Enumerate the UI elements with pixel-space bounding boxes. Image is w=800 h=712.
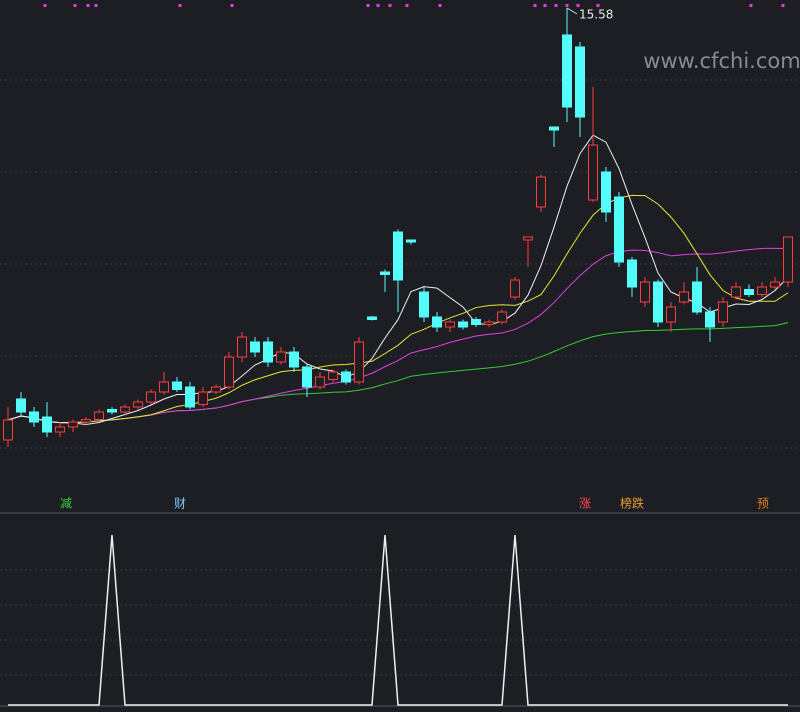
candle-body <box>588 144 598 201</box>
candle-body <box>146 391 156 403</box>
signal-label: 减 <box>60 497 72 511</box>
candle-body <box>276 351 286 363</box>
candle-body <box>172 381 182 390</box>
candle-body <box>653 281 663 323</box>
candle-body <box>536 176 546 208</box>
candle-body <box>185 386 195 408</box>
candle-body <box>757 286 767 295</box>
candle-body <box>575 46 585 118</box>
watermark: www.cfchi.com <box>643 49 800 73</box>
candle-body <box>679 291 689 303</box>
candle-body <box>731 286 741 298</box>
candle-body <box>3 419 13 441</box>
candle-body <box>458 321 468 328</box>
signal-label: 预 <box>757 497 769 511</box>
candle-body <box>16 398 26 413</box>
candle-body <box>718 301 728 323</box>
candle-body <box>29 411 39 423</box>
top-marker <box>86 4 90 7</box>
top-marker <box>178 4 182 7</box>
candle-body <box>81 419 91 423</box>
candle-body <box>640 281 650 303</box>
candle-body <box>744 289 754 295</box>
candle-body <box>68 421 78 428</box>
candle-body <box>367 316 377 320</box>
indicator-line <box>8 534 788 706</box>
candle-body <box>250 341 260 353</box>
top-marker <box>749 4 753 7</box>
signal-label: 财 <box>174 497 186 511</box>
candle-body <box>692 281 702 313</box>
candle-body <box>159 381 169 393</box>
candle-body <box>224 356 234 388</box>
candle-body <box>315 376 325 388</box>
candle-body <box>107 409 117 413</box>
peak-pointer <box>566 7 578 15</box>
top-marker <box>405 4 409 7</box>
signal-label: 涨 <box>579 496 591 511</box>
candle-body <box>380 271 390 275</box>
signal-label: 榜跌 <box>620 496 644 511</box>
top-marker <box>576 4 580 7</box>
candle-body <box>354 341 364 383</box>
candle-body <box>406 239 416 243</box>
candle-body <box>445 321 455 328</box>
candle-body <box>55 426 65 433</box>
candle-body <box>523 236 533 241</box>
candle-body <box>393 231 403 281</box>
top-marker <box>366 4 370 7</box>
candle-body <box>94 411 104 420</box>
candle-body <box>549 126 559 131</box>
top-marker <box>388 4 392 7</box>
top-marker <box>565 4 569 7</box>
signals: 减 财 涨 榜跌 预 <box>60 496 769 511</box>
candle-body <box>601 171 611 213</box>
candle-body <box>211 386 221 393</box>
top-marker <box>438 4 442 7</box>
moving-average <box>7 194 789 424</box>
candle-body <box>341 371 351 383</box>
top-marker <box>543 4 547 7</box>
candle-body <box>484 321 494 325</box>
candle-body <box>198 391 208 405</box>
candle-body <box>783 236 793 283</box>
top-marker <box>596 4 600 7</box>
candle-body <box>120 406 130 413</box>
candle-body <box>133 401 143 408</box>
candle-body <box>705 311 715 328</box>
top-marker <box>73 4 77 7</box>
top-marker <box>554 4 558 7</box>
candle-body <box>237 336 247 358</box>
top-marker <box>781 4 785 7</box>
top-marker <box>533 4 537 7</box>
candle-body <box>614 196 624 263</box>
candle-body <box>302 366 312 388</box>
top-marker <box>230 4 234 7</box>
candle-body <box>419 291 429 318</box>
candle-body <box>471 319 481 325</box>
moving-average <box>7 134 789 426</box>
candle-body <box>510 279 520 298</box>
candle-body <box>432 316 442 328</box>
candle-body <box>770 281 780 288</box>
candle-body <box>289 351 299 368</box>
candle-body <box>497 311 507 323</box>
top-marker <box>376 4 380 7</box>
candle-body <box>328 371 338 380</box>
candle-body <box>42 416 52 433</box>
top-marker <box>94 4 98 7</box>
candle-body <box>562 34 572 108</box>
candle-body <box>666 306 676 323</box>
candle-body <box>627 259 637 288</box>
peak-label: 15.58 <box>579 8 613 22</box>
top-marker <box>43 4 47 7</box>
candle-body <box>263 341 273 363</box>
